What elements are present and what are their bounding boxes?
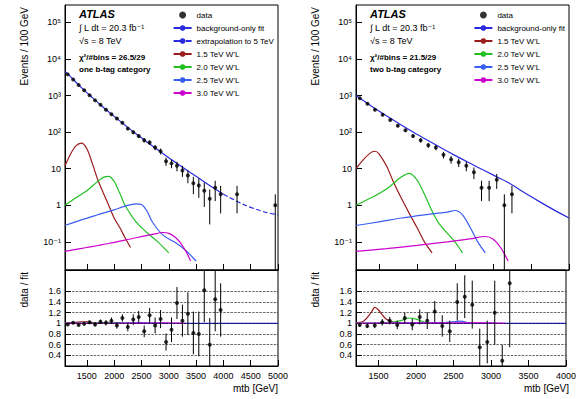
svg-text:0.8: 0.8 xyxy=(48,329,61,339)
svg-text:data / fit: data / fit xyxy=(19,272,30,308)
svg-text:2000: 2000 xyxy=(406,371,426,381)
svg-text:3000: 3000 xyxy=(159,371,179,381)
svg-text:3500: 3500 xyxy=(186,371,206,381)
svg-text:3.0 TeV W'L: 3.0 TeV W'L xyxy=(497,76,540,85)
svg-text:1: 1 xyxy=(347,200,352,210)
svg-text:3.0 TeV W'L: 3.0 TeV W'L xyxy=(197,89,240,98)
svg-text:3500: 3500 xyxy=(518,371,538,381)
svg-text:4000: 4000 xyxy=(556,371,576,381)
svg-text:0.8: 0.8 xyxy=(339,329,352,339)
svg-text:mtb [GeV]: mtb [GeV] xyxy=(233,383,278,394)
svg-text:background-only fit: background-only fit xyxy=(497,24,565,33)
svg-text:10⁻¹: 10⁻¹ xyxy=(43,237,61,247)
svg-text:5000: 5000 xyxy=(268,371,288,381)
svg-text:10³: 10³ xyxy=(48,91,61,101)
svg-text:1.4: 1.4 xyxy=(48,297,61,307)
svg-text:Events / 100 GeV: Events / 100 GeV xyxy=(19,7,30,86)
svg-text:10³: 10³ xyxy=(339,91,352,101)
svg-text:χ²/#bins = 26.5/29: χ²/#bins = 26.5/29 xyxy=(79,53,146,62)
svg-text:1.2: 1.2 xyxy=(48,308,61,318)
svg-text:√s = 8 TeV: √s = 8 TeV xyxy=(79,36,122,46)
svg-text:1.2: 1.2 xyxy=(339,308,352,318)
svg-text:one b-tag category: one b-tag category xyxy=(79,65,151,74)
svg-text:10: 10 xyxy=(51,164,61,174)
svg-text:2500: 2500 xyxy=(443,371,463,381)
svg-text:2.0 TeV W'L: 2.0 TeV W'L xyxy=(197,63,240,72)
svg-text:2.0 TeV W'L: 2.0 TeV W'L xyxy=(497,50,540,59)
svg-text:0.6: 0.6 xyxy=(339,340,352,350)
svg-text:ATLAS: ATLAS xyxy=(369,8,407,20)
svg-text:1.4: 1.4 xyxy=(339,297,352,307)
svg-text:10⁻¹: 10⁻¹ xyxy=(334,237,352,247)
svg-text:√s = 8 TeV: √s = 8 TeV xyxy=(370,36,413,46)
svg-text:Events / 100 GeV: Events / 100 GeV xyxy=(310,7,321,86)
svg-text:extrapolation to 5 TeV: extrapolation to 5 TeV xyxy=(197,37,275,46)
svg-text:10²: 10² xyxy=(48,127,61,137)
svg-text:10⁵: 10⁵ xyxy=(338,17,352,27)
svg-text:0.4: 0.4 xyxy=(339,350,352,360)
svg-text:ATLAS: ATLAS xyxy=(78,8,116,20)
svg-text:χ²/#bins = 21.5/29: χ²/#bins = 21.5/29 xyxy=(370,53,437,62)
svg-text:two b-tag category: two b-tag category xyxy=(370,65,442,74)
svg-text:1.6: 1.6 xyxy=(339,286,352,296)
svg-text:1.6: 1.6 xyxy=(48,286,61,296)
svg-text:0.6: 0.6 xyxy=(48,340,61,350)
svg-text:∫ L dt = 20.3 fb⁻¹: ∫ L dt = 20.3 fb⁻¹ xyxy=(369,23,435,33)
svg-text:1: 1 xyxy=(347,318,352,328)
svg-text:1.5 TeV W'L: 1.5 TeV W'L xyxy=(197,50,240,59)
svg-text:4000: 4000 xyxy=(213,371,233,381)
svg-text:mtb [GeV]: mtb [GeV] xyxy=(524,383,569,394)
svg-text:1: 1 xyxy=(56,318,61,328)
svg-text:10²: 10² xyxy=(339,127,352,137)
svg-text:2.5 TeV W'L: 2.5 TeV W'L xyxy=(497,63,540,72)
svg-text:4500: 4500 xyxy=(241,371,261,381)
svg-text:2500: 2500 xyxy=(131,371,151,381)
svg-text:data: data xyxy=(497,11,513,20)
svg-text:2000: 2000 xyxy=(104,371,124,381)
svg-text:data / fit: data / fit xyxy=(310,272,321,308)
svg-text:1500: 1500 xyxy=(368,371,388,381)
svg-text:1500: 1500 xyxy=(77,371,97,381)
svg-text:data: data xyxy=(197,11,213,20)
svg-text:background-only fit: background-only fit xyxy=(197,24,265,33)
svg-text:3000: 3000 xyxy=(481,371,501,381)
svg-text:1: 1 xyxy=(56,200,61,210)
svg-text:1.5 TeV W'L: 1.5 TeV W'L xyxy=(497,37,540,46)
svg-text:2.5 TeV W'L: 2.5 TeV W'L xyxy=(197,76,240,85)
svg-text:0.4: 0.4 xyxy=(48,350,61,360)
svg-text:10⁴: 10⁴ xyxy=(47,54,61,64)
svg-text:10: 10 xyxy=(342,164,352,174)
svg-text:10⁵: 10⁵ xyxy=(47,17,61,27)
svg-text:∫ L dt = 20.3 fb⁻¹: ∫ L dt = 20.3 fb⁻¹ xyxy=(78,23,144,33)
svg-text:10⁴: 10⁴ xyxy=(338,54,352,64)
